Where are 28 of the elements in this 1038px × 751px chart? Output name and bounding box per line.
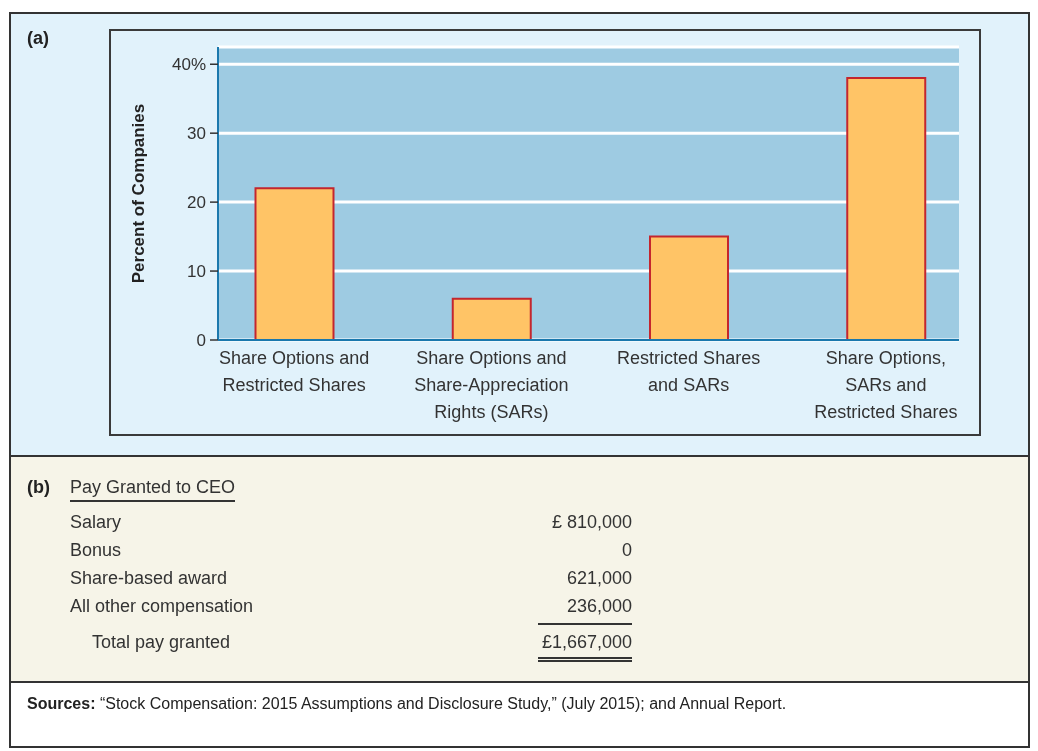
y-tick-label: 0 — [196, 331, 206, 351]
x-tick-label: Share Options and Restricted Shares — [219, 348, 370, 395]
bar — [846, 77, 927, 340]
category-label: Salary — [70, 512, 122, 532]
category-label: All other compensation — [70, 596, 254, 616]
y-tick-label: 40% — [171, 55, 206, 75]
text: Pay Granted to CEO — [70, 477, 236, 502]
text: (a) — [27, 28, 49, 48]
y-tick-label: 20 — [187, 193, 206, 213]
x-tick-label: Share Options, SARs and Restricted Shares — [814, 348, 958, 422]
bar — [451, 297, 532, 340]
bar — [254, 187, 335, 340]
text: 236,000 — [566, 596, 632, 616]
x-tick-label: Restricted Shares and SARs — [617, 348, 761, 395]
source-note: Sources: “Stock Compensation: 2015 Assumptions and Disclosure Study,” (July 2015); and Annual Report. — [27, 695, 787, 712]
category-label: Share-based award — [70, 568, 228, 588]
y-tick-label: 10 — [187, 262, 206, 282]
y-axis-title: Percent of Companies — [128, 103, 148, 284]
y-tick-label: 30 — [187, 124, 206, 144]
x-tick-label: Share Options and Share-Appreciation Rights (SARs) — [414, 348, 569, 422]
bar — [649, 235, 729, 340]
text: £ 810,000 — [551, 512, 632, 532]
text: £1,667,000 — [541, 632, 632, 652]
text: 621,000 — [566, 568, 632, 588]
category-label: Total pay granted — [92, 632, 231, 652]
text: 0 — [621, 540, 632, 560]
category-label: Bonus — [70, 540, 122, 560]
text: (b) — [27, 477, 50, 497]
